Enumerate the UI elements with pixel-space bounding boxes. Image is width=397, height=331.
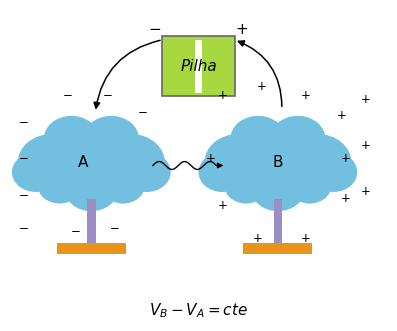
Text: +: + <box>341 152 350 166</box>
Circle shape <box>18 134 85 190</box>
Text: −: − <box>63 89 72 103</box>
FancyBboxPatch shape <box>243 243 312 254</box>
Text: Pilha: Pilha <box>180 59 217 74</box>
Text: $V_B - V_A = cte$: $V_B - V_A = cte$ <box>149 302 248 320</box>
Circle shape <box>198 152 246 192</box>
Text: −: − <box>71 225 80 238</box>
Circle shape <box>288 167 331 204</box>
FancyBboxPatch shape <box>57 243 126 254</box>
Text: +: + <box>253 232 263 245</box>
Text: +: + <box>360 93 370 106</box>
Circle shape <box>251 166 305 211</box>
Circle shape <box>12 152 60 192</box>
Circle shape <box>38 167 81 204</box>
Circle shape <box>54 134 129 197</box>
Text: −: − <box>19 152 29 166</box>
Text: +: + <box>218 199 227 212</box>
Text: +: + <box>218 89 227 103</box>
Circle shape <box>310 152 357 192</box>
Text: +: + <box>301 89 310 103</box>
Text: +: + <box>337 109 346 122</box>
Bar <box>87 199 96 243</box>
Text: −: − <box>19 189 29 202</box>
Circle shape <box>204 134 272 190</box>
Circle shape <box>64 166 118 211</box>
Circle shape <box>101 167 145 204</box>
Circle shape <box>83 116 139 162</box>
Text: −: − <box>110 222 120 235</box>
Circle shape <box>44 116 99 162</box>
Text: +: + <box>360 139 370 152</box>
Text: +: + <box>257 79 267 93</box>
Text: +: + <box>341 192 350 205</box>
Circle shape <box>270 116 326 162</box>
Circle shape <box>284 134 351 190</box>
Circle shape <box>240 134 316 197</box>
Circle shape <box>230 116 286 162</box>
FancyBboxPatch shape <box>162 36 235 96</box>
Text: −: − <box>19 116 29 129</box>
Text: −: − <box>102 89 112 103</box>
Text: −: − <box>19 222 29 235</box>
Text: +: + <box>206 152 215 166</box>
Text: +: + <box>236 22 249 37</box>
Bar <box>274 199 282 243</box>
Text: −: − <box>138 106 148 119</box>
Text: B: B <box>273 155 283 170</box>
Circle shape <box>97 134 165 190</box>
Text: +: + <box>360 185 370 199</box>
Text: +: + <box>301 232 310 245</box>
Circle shape <box>224 167 268 204</box>
Circle shape <box>123 152 171 192</box>
Text: −: − <box>148 22 161 37</box>
Text: A: A <box>78 155 89 170</box>
Bar <box>195 40 202 93</box>
